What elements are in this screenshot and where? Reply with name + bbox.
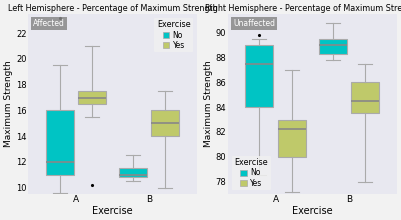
PathPatch shape xyxy=(119,168,147,177)
Legend: No, Yes: No, Yes xyxy=(232,156,271,190)
PathPatch shape xyxy=(319,39,347,54)
PathPatch shape xyxy=(351,82,379,113)
Title: Right Hemisphere - Percentage of Maximum Strength: Right Hemisphere - Percentage of Maximum… xyxy=(205,4,401,13)
PathPatch shape xyxy=(46,110,73,175)
X-axis label: Exercise: Exercise xyxy=(292,206,333,216)
Text: Unaffected: Unaffected xyxy=(233,19,275,28)
Title: Left Hemisphere - Percentage of Maximum Strength: Left Hemisphere - Percentage of Maximum … xyxy=(8,4,217,13)
PathPatch shape xyxy=(245,45,273,107)
PathPatch shape xyxy=(152,110,179,136)
Text: Affected: Affected xyxy=(33,19,65,28)
Legend: No, Yes: No, Yes xyxy=(154,18,193,52)
PathPatch shape xyxy=(78,91,106,104)
PathPatch shape xyxy=(278,119,306,157)
X-axis label: Exercise: Exercise xyxy=(92,206,133,216)
Y-axis label: Maximum Strength: Maximum Strength xyxy=(204,61,213,147)
Y-axis label: Maximum Strength: Maximum Strength xyxy=(4,61,13,147)
